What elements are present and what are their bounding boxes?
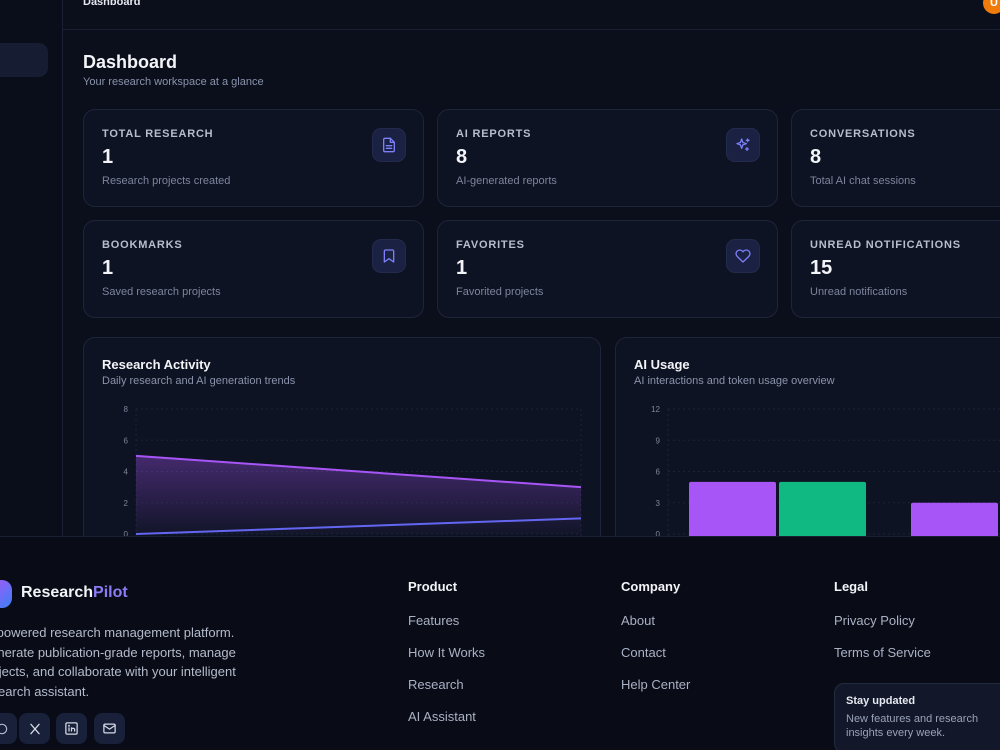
chart-subtitle: AI interactions and token usage overview <box>634 375 835 387</box>
footer: ResearchPilot AI-powered research manage… <box>0 536 1000 750</box>
y-tick-label: 0 <box>656 530 661 536</box>
brand-description: AI-powered research management platform.… <box>0 625 236 699</box>
github-icon[interactable] <box>0 713 17 744</box>
footer-link-how-it-works[interactable]: How It Works <box>408 645 486 660</box>
footer-company-title: Company <box>621 579 681 594</box>
y-tick-label: 3 <box>656 499 661 508</box>
page-subtitle: Your research workspace at a glance <box>83 76 264 88</box>
stat-label: UNREAD NOTIFICATIONS <box>810 239 961 251</box>
brand-logo-icon <box>0 580 12 608</box>
stat-desc: Total AI chat sessions <box>810 175 916 187</box>
mail-icon[interactable] <box>94 713 125 744</box>
stat-label: TOTAL RESEARCH <box>102 128 214 140</box>
footer-link-terms-of-service[interactable]: Terms of Service <box>834 645 931 660</box>
stat-card-bookmarks[interactable]: BOOKMARKS 1 Saved research projects <box>83 220 424 318</box>
ai-usage-panel: AI Usage AI interactions and token usage… <box>615 337 1000 536</box>
x-twitter-icon[interactable] <box>19 713 50 744</box>
y-tick-label: 12 <box>651 405 660 414</box>
footer-link-about[interactable]: About <box>621 613 655 628</box>
avatar[interactable]: U <box>983 0 1000 14</box>
topbar: Dashboard U <box>63 0 1000 30</box>
research-activity-panel: Research Activity Daily research and AI … <box>83 337 601 536</box>
sparkles-icon <box>726 128 760 162</box>
linkedin-icon[interactable] <box>56 713 87 744</box>
heart-icon <box>726 239 760 273</box>
y-tick-label: 0 <box>124 530 129 536</box>
footer-link-privacy-policy[interactable]: Privacy Policy <box>834 613 915 628</box>
stat-card-conversations[interactable]: CONVERSATIONS 8 Total AI chat sessions <box>791 109 1000 207</box>
footer-link-ai-assistant[interactable]: AI Assistant <box>408 709 476 724</box>
footer-legal-title: Legal <box>834 579 868 594</box>
main-content: Dashboard Your research workspace at a g… <box>63 30 1000 536</box>
y-tick-label: 6 <box>124 436 129 445</box>
stat-card-favorites[interactable]: FAVORITES 1 Favorited projects <box>437 220 778 318</box>
brand-name[interactable]: ResearchPilot <box>21 584 128 602</box>
footer-link-research[interactable]: Research <box>408 677 464 692</box>
stat-desc: Saved research projects <box>102 286 221 298</box>
research-activity-chart: 0 2 4 6 8 <box>124 405 582 536</box>
stat-value: 15 <box>810 257 833 279</box>
newsletter-box: Stay updated New features and research i… <box>834 683 1000 750</box>
footer-product-title: Product <box>408 579 458 594</box>
y-tick-label: 2 <box>124 499 129 508</box>
y-tick-label: 4 <box>124 468 129 477</box>
stat-card-unread-notifications[interactable]: UNREAD NOTIFICATIONS 15 Unread notificat… <box>791 220 1000 318</box>
stat-desc: Unread notifications <box>810 286 908 298</box>
stat-value: 1 <box>102 257 114 279</box>
brand-name-part1: Research <box>21 584 94 601</box>
brand-name-part2: Pilot <box>93 584 128 601</box>
stat-card-total-research[interactable]: TOTAL RESEARCH 1 Research projects creat… <box>83 109 424 207</box>
footer-link-help-center[interactable]: Help Center <box>621 677 691 692</box>
stat-card-ai-reports[interactable]: AI REPORTS 8 AI-generated reports <box>437 109 778 207</box>
y-tick-label: 8 <box>124 405 129 414</box>
bookmark-icon <box>372 239 406 273</box>
y-tick-label: 6 <box>656 468 661 477</box>
stat-value: 1 <box>456 257 468 279</box>
newsletter-title: Stay updated <box>846 695 916 707</box>
bar <box>689 481 776 536</box>
ai-usage-chart: 0 3 6 9 12 <box>651 405 1000 536</box>
chart-subtitle: Daily research and AI generation trends <box>102 375 296 387</box>
stat-desc: Favorited projects <box>456 286 544 298</box>
chart-title: Research Activity <box>102 357 211 372</box>
series-line <box>135 454 582 489</box>
stat-desc: Research projects created <box>102 175 231 187</box>
footer-link-contact[interactable]: Contact <box>621 645 666 660</box>
stat-value: 8 <box>810 146 822 168</box>
stat-label: CONVERSATIONS <box>810 128 916 140</box>
stat-value: 8 <box>456 146 468 168</box>
newsletter-description: New features and research insights every… <box>846 713 979 739</box>
topbar-title: Dashboard <box>83 0 141 8</box>
series-line <box>135 517 582 535</box>
stat-desc: AI-generated reports <box>456 175 557 187</box>
stat-value: 1 <box>102 146 114 168</box>
stat-label: FAVORITES <box>456 239 525 251</box>
chart-title: AI Usage <box>634 357 690 372</box>
sidebar-item-dashboard[interactable] <box>0 43 48 77</box>
bar <box>779 481 866 536</box>
y-tick-label: 9 <box>656 436 661 445</box>
footer-link-features[interactable]: Features <box>408 613 460 628</box>
document-icon <box>372 128 406 162</box>
series-area <box>136 455 581 534</box>
stat-label: BOOKMARKS <box>102 239 183 251</box>
stat-label: AI REPORTS <box>456 128 532 140</box>
sidebar <box>0 0 63 536</box>
page-title: Dashboard <box>83 52 178 72</box>
bar <box>911 502 998 536</box>
